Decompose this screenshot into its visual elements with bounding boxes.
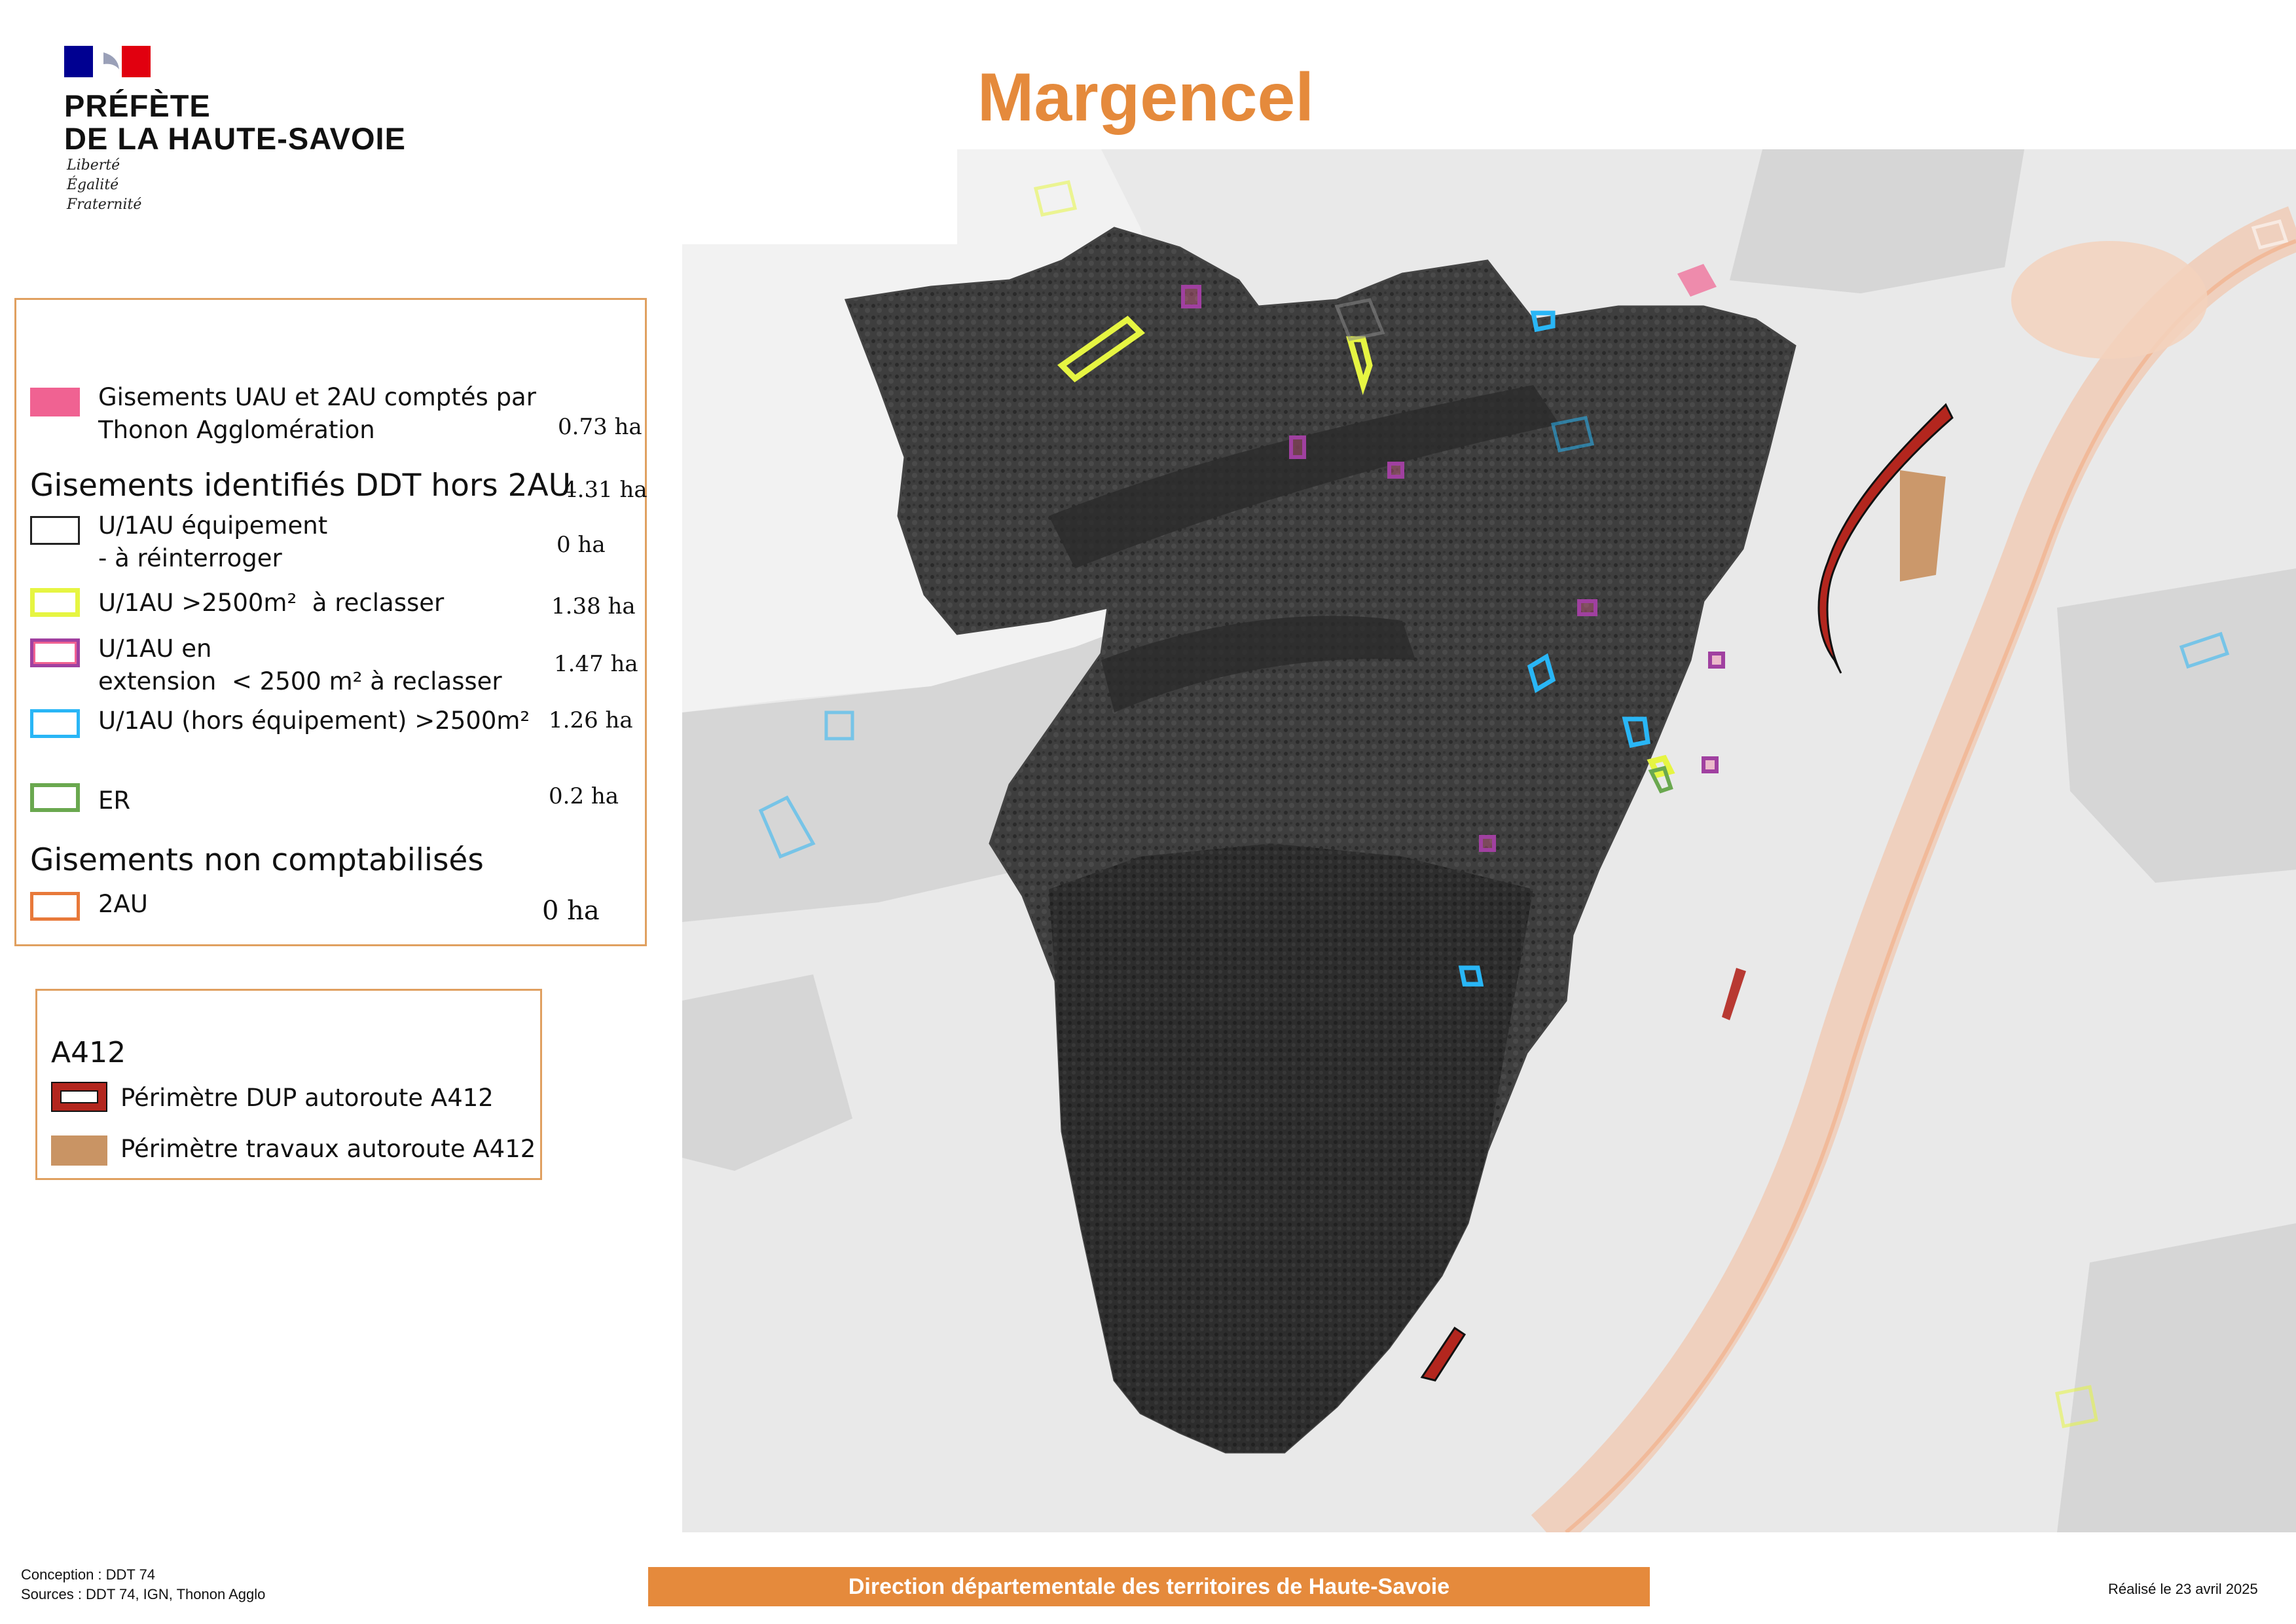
logo-line-2: DE LA HAUTE-SAVOIE	[64, 121, 406, 156]
zones-hors-equipement	[1458, 310, 1650, 987]
legend-value-hors-equipement: 1.26 ha	[549, 707, 633, 733]
legend-a412-title: A412	[51, 1036, 126, 1069]
commune-forest	[1049, 843, 1533, 1452]
a412-dup-south	[1420, 1326, 1467, 1382]
commune-forest-band-2	[1101, 616, 1415, 712]
a412-dup-mid	[1722, 968, 1746, 1020]
motto-fraternite: Fraternité	[67, 196, 142, 213]
legend-value-ddt-total: 4.31 ha	[563, 477, 647, 503]
legend-label-extension: U/1AU en extension < 2500 m² à reclasser	[98, 635, 502, 695]
footer-conception: Conception : DDT 74	[21, 1566, 156, 1583]
legend-value-er: 0.2 ha	[549, 783, 619, 809]
legend-swatch-travaux	[51, 1135, 107, 1166]
legend-swatch-dup	[51, 1082, 107, 1112]
map[interactable]	[682, 149, 2296, 1532]
a412-travaux-perimeter	[1900, 470, 1946, 581]
logo-line-1: PRÉFÈTE	[64, 88, 211, 123]
legend-label-reclasser: U/1AU >2500m² à reclasser	[98, 589, 445, 617]
legend-value-reclasser: 1.38 ha	[551, 593, 636, 619]
blank-corner	[682, 149, 957, 244]
footer-bar-text: Direction départementale des territoires…	[848, 1574, 1450, 1599]
legend-value-extension: 1.47 ha	[554, 651, 638, 677]
legend-heading-non-comptabilises: Gisements non comptabilisés	[30, 842, 484, 878]
zones-extension	[1181, 285, 1725, 852]
legend-label-uau: Gisements UAU et 2AU comptés par Thonon …	[98, 383, 536, 444]
footer-date: Réalisé le 23 avril 2025	[2108, 1581, 2258, 1597]
page-title: Margencel	[977, 60, 1315, 136]
legend-value-2au: 0 ha	[542, 896, 600, 926]
legend-label-2au: 2AU	[98, 890, 148, 918]
legend-label-er: ER	[98, 786, 131, 815]
marianne-logo	[64, 46, 151, 77]
zone-er	[1648, 766, 1673, 794]
footer-bar: Direction départementale des territoires…	[648, 1567, 1650, 1606]
legend-label-dup: Périmètre DUP autoroute A412	[120, 1084, 494, 1112]
legend-swatch-2au	[30, 892, 80, 921]
zone-thonon-pink	[1677, 264, 1717, 297]
a412-dup-perimeter	[1817, 403, 1954, 674]
faded-interchange	[2011, 241, 2208, 359]
legend-heading-ddt: Gisements identifiés DDT hors 2AU	[30, 468, 572, 504]
commune-forest-band	[1049, 385, 1559, 568]
legend-swatch-reclasser	[30, 588, 80, 617]
legend-swatch-extension	[30, 638, 80, 667]
legend-box	[14, 298, 647, 946]
motto-egalite: Égalité	[67, 177, 119, 193]
legend-swatch-equipement	[30, 516, 80, 545]
legend-label-travaux: Périmètre travaux autoroute A412	[120, 1135, 536, 1163]
legend-swatch-uau	[30, 388, 80, 416]
legend-swatch-hors-equipement	[30, 709, 80, 738]
legend-value-uau: 0.73 ha	[558, 414, 642, 440]
legend-a412-box	[35, 989, 542, 1180]
footer-sources: Sources : DDT 74, IGN, Thonon Agglo	[21, 1586, 266, 1602]
legend-swatch-er	[30, 783, 80, 812]
motto-liberte: Liberté	[67, 157, 120, 174]
faded-zones	[758, 180, 2289, 1428]
legend-label-equipement: U/1AU équipement - à réinterroger	[98, 511, 328, 572]
legend-label-hors-equipement: U/1AU (hors équipement) >2500m²	[98, 707, 530, 735]
legend-value-equipement: 0 ha	[556, 532, 606, 558]
faded-highway-edge	[1565, 239, 2296, 1532]
